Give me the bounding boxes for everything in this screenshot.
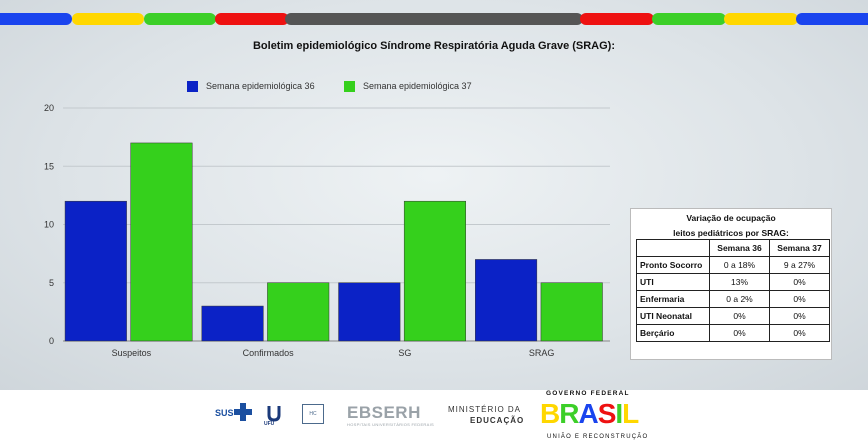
cell-week-37: 0% xyxy=(769,273,830,291)
row-label: Pronto Socorro xyxy=(636,256,710,274)
cell-week-37: 0% xyxy=(769,290,830,308)
sus-cross-icon xyxy=(234,403,252,421)
stripe-green-left xyxy=(144,13,216,25)
ebserh-subtitle: HOSPITAIS UNIVERSITÁRIOS FEDERAIS xyxy=(347,422,434,427)
y-tick-label: 0 xyxy=(49,336,54,346)
stripe-dark xyxy=(285,13,583,25)
occupancy-table-card: Variação de ocupação leitos pediátricos … xyxy=(630,208,832,360)
stripe-red-right xyxy=(580,13,654,25)
cell-week-36: 0 a 18% xyxy=(709,256,770,274)
legend-label-week-37: Semana epidemiológica 37 xyxy=(363,81,472,91)
table-row: Enfermaria 0 a 2% 0% xyxy=(636,290,830,308)
bar-week-36 xyxy=(201,305,264,342)
educacao-label: EDUCAÇÃO xyxy=(470,416,525,425)
logo-footer: SUS UFU HC EBSERH HOSPITAIS UNIVERSITÁRI… xyxy=(0,390,868,443)
occupancy-header-row: Semana 36 Semana 37 xyxy=(636,239,830,257)
cell-week-37: 0% xyxy=(769,307,830,325)
row-label: UTI Neonatal xyxy=(636,307,710,325)
table-row: Pronto Socorro 0 a 18% 9 a 27% xyxy=(636,256,830,274)
occupancy-table: Semana 36 Semana 37 Pronto Socorro 0 a 1… xyxy=(636,239,830,342)
bar-week-37 xyxy=(130,142,193,342)
stripe-blue-right xyxy=(796,13,868,25)
table-row: UTI Neonatal 0% 0% xyxy=(636,307,830,325)
bar-week-37 xyxy=(267,282,330,342)
bar-chart: 0 5 10 15 20 Suspeitos Confirmados SG SRAG xyxy=(44,103,610,358)
ufu-logo-text: UFU xyxy=(264,421,275,427)
legend-item-week-36: Semana epidemiológica 36 xyxy=(187,81,315,93)
bar-week-37 xyxy=(540,282,603,342)
x-tick-label: Suspeitos xyxy=(112,348,152,358)
table-row: Berçário 0% 0% xyxy=(636,324,830,342)
row-label: UTI xyxy=(636,273,710,291)
x-tick-label: Confirmados xyxy=(243,348,295,358)
brasil-logo: BRASIL xyxy=(540,399,640,425)
governo-federal-label: GOVERNO FEDERAL xyxy=(546,390,630,397)
occupancy-caption-line1: Variação de ocupação xyxy=(686,213,776,223)
hospital-logo-icon: HC xyxy=(302,404,324,424)
occupancy-header-week-36: Semana 36 xyxy=(709,239,770,257)
legend-swatch-week-37 xyxy=(344,81,355,93)
cell-week-36: 0% xyxy=(709,324,770,342)
bar-week-37 xyxy=(403,200,466,342)
row-label: Enfermaria xyxy=(636,290,710,308)
occupancy-header-week-37: Semana 37 xyxy=(769,239,830,257)
x-tick-label: SRAG xyxy=(529,348,555,358)
stripe-blue-left xyxy=(0,13,72,25)
cell-week-36: 0 a 2% xyxy=(709,290,770,308)
sus-logo-text: SUS xyxy=(215,408,234,418)
y-tick-label: 5 xyxy=(49,278,54,288)
y-tick-label: 15 xyxy=(44,161,54,171)
ebserh-logo: EBSERH xyxy=(347,403,421,422)
legend-swatch-week-36 xyxy=(187,81,198,93)
y-tick-label: 20 xyxy=(44,103,54,113)
table-row: UTI 13% 0% xyxy=(636,273,830,291)
ministerio-label: MINISTÉRIO DA xyxy=(448,405,522,414)
stripe-green-right xyxy=(652,13,726,25)
stripe-yellow-left xyxy=(72,13,144,25)
stripe-yellow-right xyxy=(724,13,798,25)
legend-item-week-37: Semana epidemiológica 37 xyxy=(344,81,472,93)
x-tick-label: SG xyxy=(398,348,411,358)
row-label: Berçário xyxy=(636,324,710,342)
y-tick-label: 10 xyxy=(44,220,54,230)
cell-week-37: 9 a 27% xyxy=(769,256,830,274)
stripe-red-left xyxy=(215,13,289,25)
cell-week-36: 0% xyxy=(709,307,770,325)
legend-label-week-36: Semana epidemiológica 36 xyxy=(206,81,315,91)
bar-week-36 xyxy=(338,282,401,342)
occupancy-header-empty xyxy=(636,239,710,257)
cell-week-37: 0% xyxy=(769,324,830,342)
chart-background: Boletim epidemiológico Síndrome Respirat… xyxy=(0,0,868,390)
bar-week-36 xyxy=(475,259,538,342)
bar-week-36 xyxy=(64,200,127,342)
occupancy-caption-line2: leitos pediátricos por SRAG: xyxy=(673,228,789,238)
uniao-reconstrucao-label: UNIÃO E RECONSTRUÇÃO xyxy=(547,434,649,440)
svg-text:BRASIL: BRASIL xyxy=(540,399,639,425)
ufu-logo-icon xyxy=(267,406,281,422)
chart-title: Boletim epidemiológico Síndrome Respirat… xyxy=(252,40,616,52)
cell-week-36: 13% xyxy=(709,273,770,291)
color-stripe xyxy=(0,13,868,25)
